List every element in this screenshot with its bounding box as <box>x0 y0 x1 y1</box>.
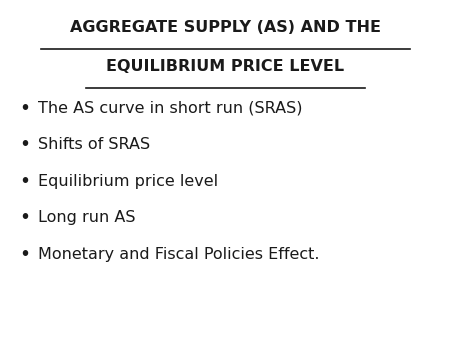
Text: •: • <box>19 208 30 227</box>
Text: Long run AS: Long run AS <box>38 210 136 225</box>
Text: •: • <box>19 99 30 118</box>
Text: •: • <box>19 135 30 154</box>
Text: Shifts of SRAS: Shifts of SRAS <box>38 137 150 152</box>
Text: •: • <box>19 172 30 191</box>
Text: EQUILIBRIUM PRICE LEVEL: EQUILIBRIUM PRICE LEVEL <box>106 59 344 74</box>
Text: Monetary and Fiscal Policies Effect.: Monetary and Fiscal Policies Effect. <box>38 247 320 262</box>
Text: The AS curve in short run (SRAS): The AS curve in short run (SRAS) <box>38 101 303 116</box>
Text: •: • <box>19 245 30 264</box>
Text: Equilibrium price level: Equilibrium price level <box>38 174 218 189</box>
Text: AGGREGATE SUPPLY (AS) AND THE: AGGREGATE SUPPLY (AS) AND THE <box>69 20 381 35</box>
